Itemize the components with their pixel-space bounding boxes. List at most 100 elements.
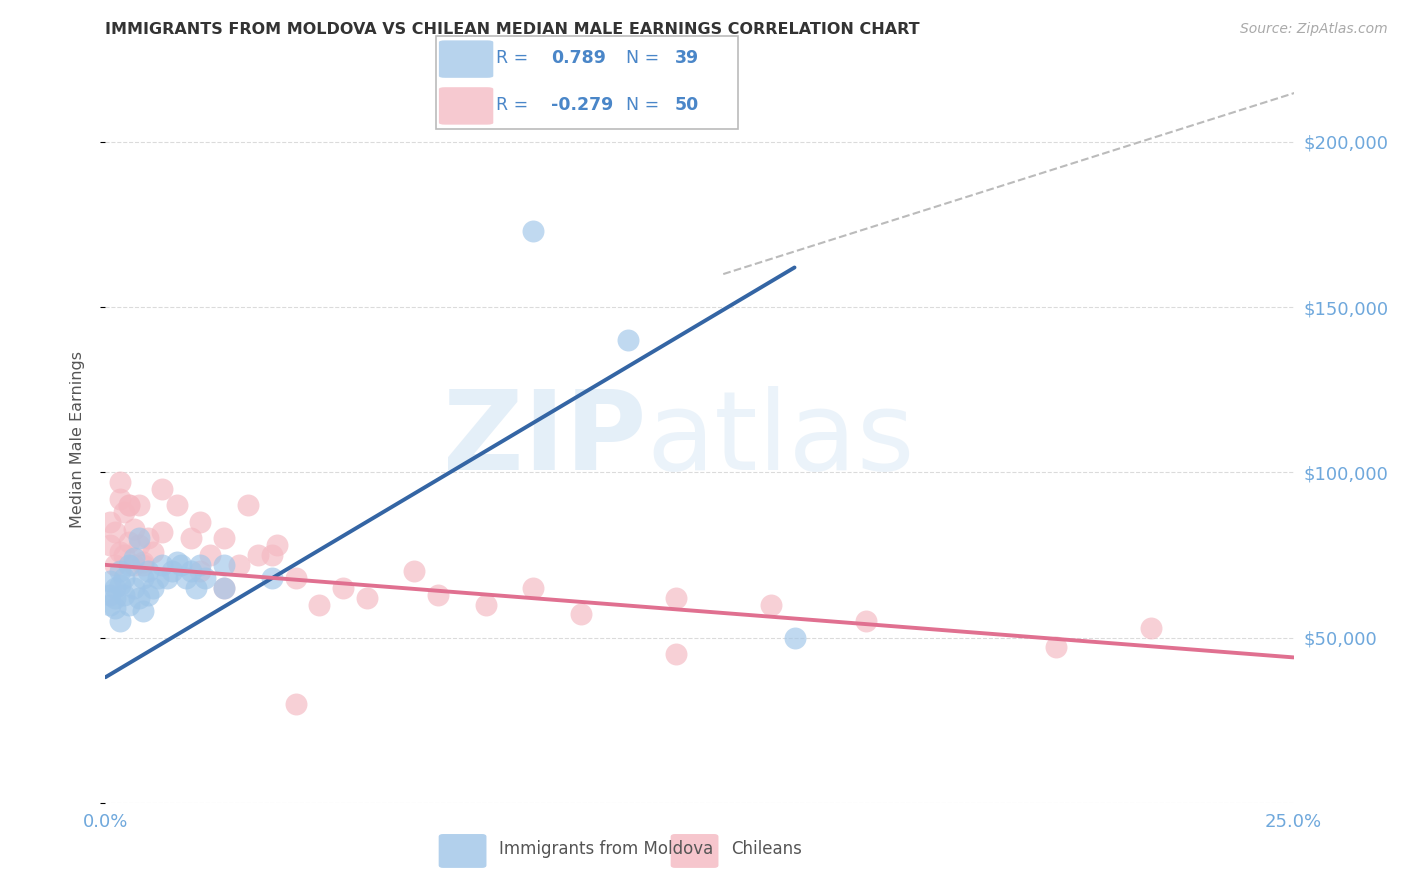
Point — [759, 598, 782, 612]
Point — [308, 598, 330, 612]
Point — [332, 581, 354, 595]
Point — [198, 548, 221, 562]
Point — [122, 581, 145, 595]
Point — [146, 571, 169, 585]
Point — [236, 499, 259, 513]
Y-axis label: Median Male Earnings: Median Male Earnings — [70, 351, 84, 528]
Point — [1140, 621, 1163, 635]
Point — [122, 558, 145, 572]
Point — [569, 607, 592, 622]
Point — [474, 598, 496, 612]
Text: Immigrants from Moldova: Immigrants from Moldova — [499, 840, 713, 858]
FancyBboxPatch shape — [439, 87, 494, 125]
Point — [98, 588, 121, 602]
Text: Chileans: Chileans — [731, 840, 801, 858]
Point — [266, 538, 288, 552]
Point — [108, 544, 131, 558]
Point — [260, 571, 283, 585]
Point — [114, 548, 136, 562]
Text: -0.279: -0.279 — [551, 96, 613, 114]
Point — [98, 515, 121, 529]
Point — [214, 532, 236, 546]
Text: R =: R = — [496, 96, 529, 114]
Point — [783, 631, 806, 645]
Point — [190, 558, 212, 572]
Point — [128, 538, 150, 552]
Point — [98, 574, 121, 589]
Text: atlas: atlas — [645, 386, 914, 492]
Point — [104, 558, 127, 572]
Point — [118, 534, 141, 549]
Point — [136, 565, 159, 579]
Text: 50: 50 — [675, 96, 699, 114]
Point — [194, 571, 217, 585]
Text: N =: N = — [626, 96, 659, 114]
Point — [356, 591, 378, 605]
Point — [128, 499, 150, 513]
Point — [136, 532, 159, 546]
Point — [122, 522, 145, 536]
Point — [108, 491, 131, 506]
Point — [260, 548, 283, 562]
Point — [228, 558, 250, 572]
Text: Source: ZipAtlas.com: Source: ZipAtlas.com — [1240, 22, 1388, 37]
Point — [617, 333, 640, 347]
Point — [184, 581, 207, 595]
Point — [114, 505, 136, 519]
Point — [166, 555, 188, 569]
Point — [118, 598, 141, 612]
Point — [128, 532, 150, 546]
Point — [152, 558, 174, 572]
Point — [98, 538, 121, 552]
Point — [104, 524, 127, 539]
Text: 0.789: 0.789 — [551, 49, 606, 67]
Point — [522, 581, 544, 595]
Point — [284, 571, 307, 585]
Point — [108, 565, 131, 579]
Point — [122, 551, 145, 566]
Point — [118, 499, 141, 513]
Point — [170, 558, 193, 572]
Point — [142, 581, 165, 595]
Point — [522, 224, 544, 238]
Point — [98, 598, 121, 612]
Point — [190, 565, 212, 579]
Point — [214, 581, 236, 595]
Point — [108, 475, 131, 490]
Point — [118, 558, 141, 572]
Text: N =: N = — [626, 49, 659, 67]
Point — [114, 588, 136, 602]
Point — [132, 555, 155, 569]
FancyBboxPatch shape — [436, 36, 738, 129]
Point — [160, 565, 183, 579]
Point — [152, 524, 174, 539]
Point — [404, 565, 426, 579]
Point — [166, 499, 188, 513]
Point — [156, 571, 179, 585]
Point — [104, 600, 127, 615]
Text: 39: 39 — [675, 49, 699, 67]
Point — [246, 548, 269, 562]
Point — [190, 515, 212, 529]
Point — [284, 697, 307, 711]
Point — [104, 581, 127, 595]
Point — [108, 614, 131, 628]
Point — [114, 571, 136, 585]
Point — [142, 544, 165, 558]
Text: IMMIGRANTS FROM MOLDOVA VS CHILEAN MEDIAN MALE EARNINGS CORRELATION CHART: IMMIGRANTS FROM MOLDOVA VS CHILEAN MEDIA… — [105, 22, 920, 37]
Text: ZIP: ZIP — [443, 386, 645, 492]
Point — [214, 581, 236, 595]
Point — [132, 558, 155, 572]
Point — [104, 591, 127, 605]
Point — [180, 565, 202, 579]
Point — [132, 604, 155, 618]
Point — [665, 591, 688, 605]
Point — [132, 571, 155, 585]
Point — [1045, 640, 1067, 655]
Point — [152, 482, 174, 496]
Point — [136, 588, 159, 602]
Point — [108, 578, 131, 592]
Point — [180, 532, 202, 546]
Point — [174, 571, 197, 585]
Point — [118, 499, 141, 513]
